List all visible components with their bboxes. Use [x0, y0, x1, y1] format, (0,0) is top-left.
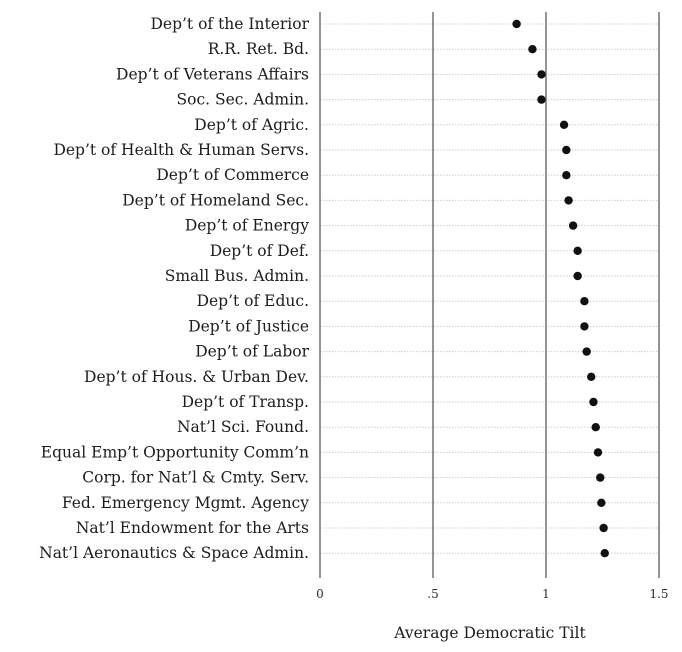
- category-label: Soc. Sec. Admin.: [177, 91, 310, 109]
- category-label: Dep’t of Hous. & Urban Dev.: [84, 368, 309, 386]
- category-label: Dep’t of Def.: [210, 242, 309, 260]
- category-label: Nat’l Sci. Found.: [177, 418, 309, 436]
- data-point: [580, 297, 589, 306]
- data-point: [591, 423, 600, 432]
- vertical-gridlines: [319, 12, 660, 578]
- x-axis-title: Average Democratic Tilt: [393, 624, 586, 642]
- data-point: [587, 372, 596, 381]
- category-label: Equal Emp’t Opportunity Comm’n: [41, 443, 309, 461]
- x-axis-ticks: 0 .5 1 1.5: [316, 587, 668, 601]
- data-point: [564, 196, 573, 205]
- data-points: [512, 19, 609, 558]
- category-label: Small Bus. Admin.: [165, 267, 309, 285]
- data-point: [528, 45, 537, 54]
- data-point: [562, 145, 571, 155]
- data-point: [589, 397, 598, 407]
- data-point: [568, 221, 578, 230]
- category-labels: Dep’t of the Interior R.R. Ret. Bd. Dep’t …: [39, 15, 309, 562]
- data-point: [559, 120, 569, 129]
- category-label: Nat’l Endowment for the Arts: [76, 519, 309, 537]
- category-label: Dep’t of Educ.: [197, 292, 309, 310]
- category-label: R.R. Ret. Bd.: [208, 40, 309, 58]
- category-label: Nat’l Aeronautics & Space Admin.: [39, 544, 309, 562]
- data-point: [573, 246, 582, 255]
- category-label: Dep’t of Transp.: [182, 393, 309, 411]
- data-point: [593, 448, 603, 457]
- category-label: Dep’t of the Interior: [150, 15, 309, 33]
- data-point: [512, 19, 521, 29]
- category-label: Dep’t of Homeland Sec.: [122, 191, 309, 209]
- category-label: Dep’t of Agric.: [194, 116, 309, 134]
- data-point: [597, 498, 606, 507]
- data-point: [599, 523, 608, 533]
- data-point: [582, 347, 591, 356]
- data-point: [537, 95, 546, 104]
- data-point: [562, 171, 571, 180]
- x-tick-label: .5: [427, 587, 438, 601]
- category-label: Dep’t of Justice: [188, 317, 309, 335]
- x-tick-label: 1.5: [649, 587, 668, 601]
- data-point: [596, 473, 605, 482]
- data-point: [580, 322, 589, 331]
- category-label: Dep’t of Health & Human Servs.: [53, 141, 309, 159]
- category-label: Dep’t of Commerce: [156, 166, 309, 184]
- category-label: Dep’t of Labor: [195, 343, 309, 361]
- category-label: Fed. Emergency Mgmt. Agency: [62, 494, 309, 512]
- row-guide-lines: [320, 23, 659, 554]
- data-point: [537, 70, 546, 79]
- category-label: Dep’t of Veterans Affairs: [116, 65, 309, 83]
- data-point: [573, 271, 582, 281]
- x-tick-label: 1: [542, 587, 550, 601]
- category-label: Corp. for Nat’l & Cmty. Serv.: [82, 469, 309, 487]
- x-tick-label: 0: [316, 587, 324, 601]
- category-label: Dep’t of Energy: [185, 217, 309, 235]
- data-point: [600, 549, 609, 558]
